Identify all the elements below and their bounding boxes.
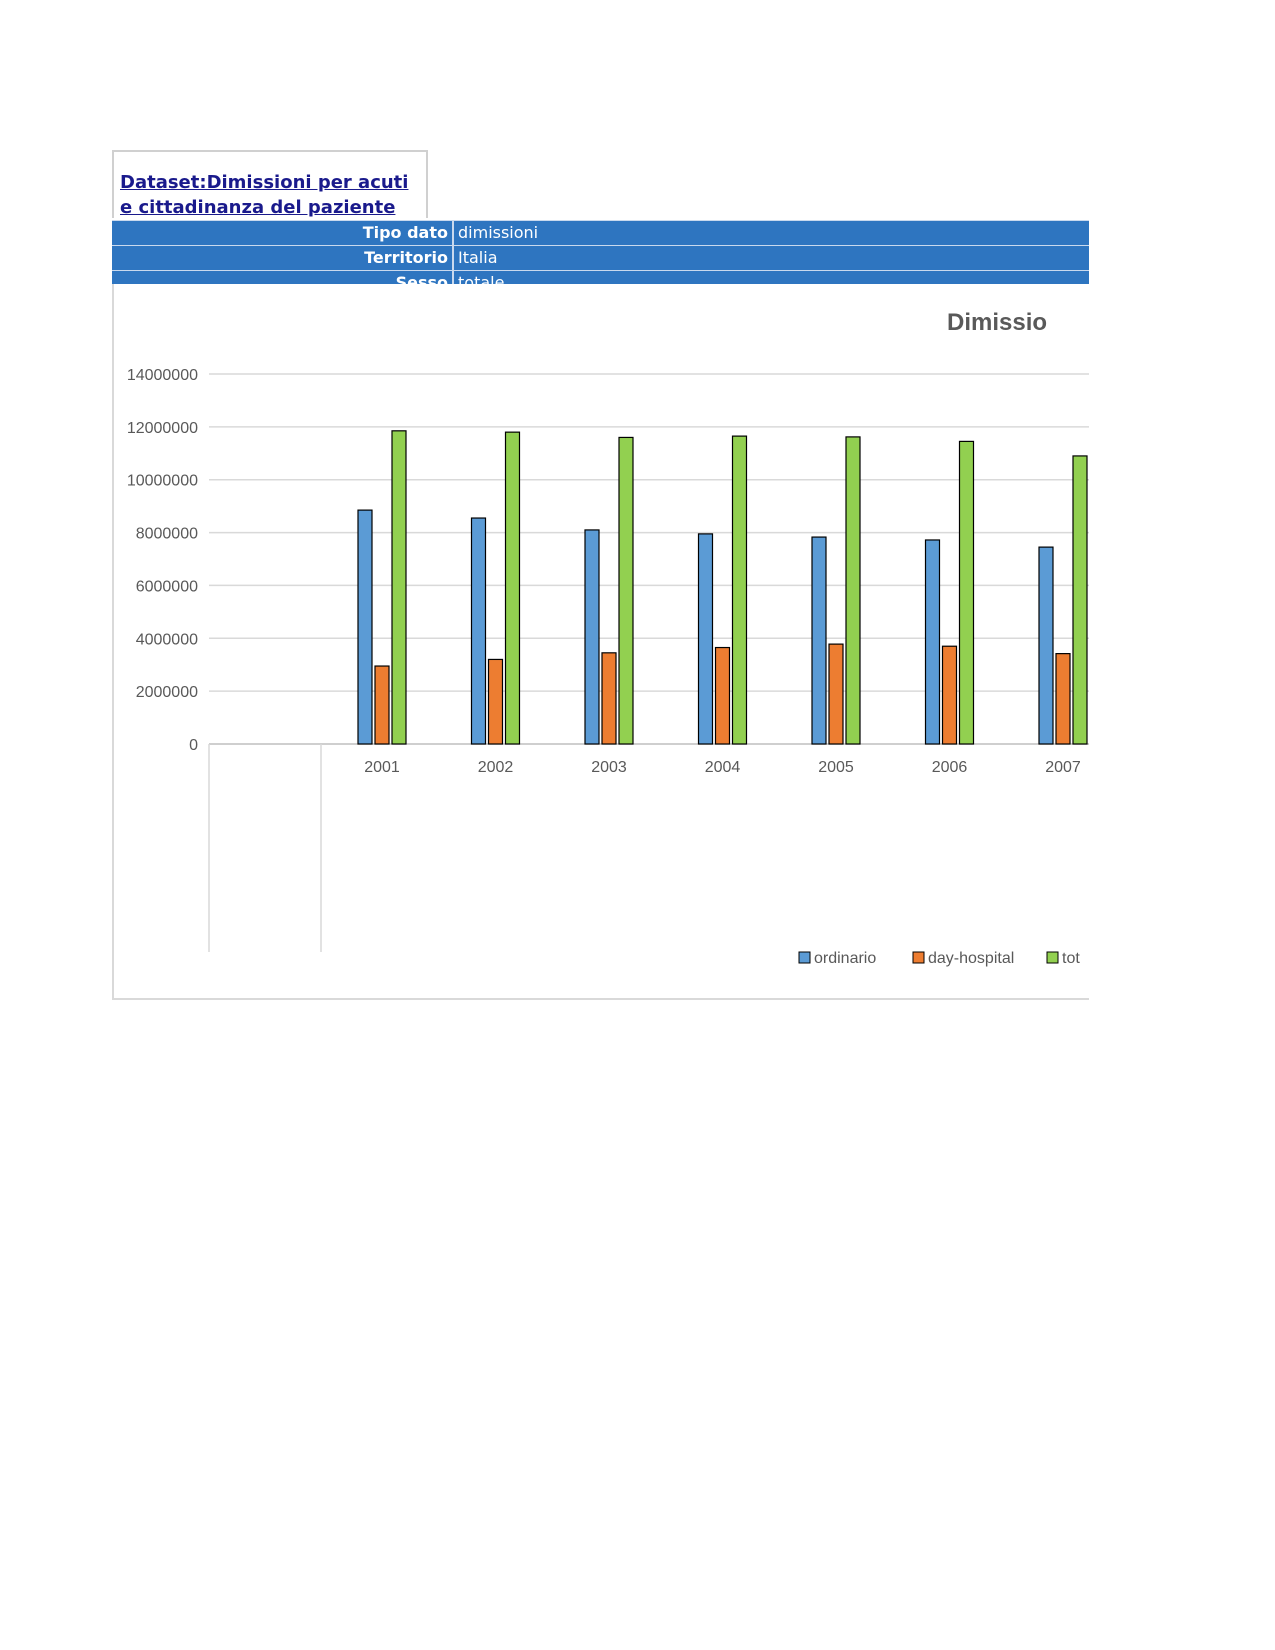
chart-area[interactable]: Dimissio 0 2000000 4000000 6000000 8000000 100…	[112, 284, 1089, 1000]
bar-totale	[504, 431, 521, 745]
bar-ordinario	[584, 529, 600, 745]
filter-value: Italia	[458, 248, 498, 267]
filter-key: Territorio	[112, 246, 454, 270]
bar-dayhospital	[941, 645, 958, 745]
filter-key: Tipo dato	[112, 221, 454, 245]
bar-ordinario	[924, 539, 941, 745]
bar-totale	[845, 436, 861, 745]
legend-swatch	[798, 951, 811, 964]
filter-value: totale	[458, 273, 505, 284]
legend-label: ordinario	[814, 950, 876, 967]
bar-dayhospital	[601, 652, 617, 745]
legend-label: tot	[1062, 950, 1080, 967]
legend-label: day-hospital	[928, 950, 1014, 967]
bar-totale	[958, 440, 975, 745]
y-tick-label: 4000000	[136, 631, 198, 648]
bar-ordinario	[811, 536, 827, 745]
bar-ordinario	[470, 517, 487, 745]
dataset-title-line1[interactable]: Dataset:Dimissioni per acuti	[120, 172, 409, 193]
bar-dayhospital	[1055, 653, 1071, 745]
bar-ordinario	[357, 509, 373, 745]
filter-table: Tipo dato dimissioni Territorio Italia S…	[112, 220, 1089, 284]
y-tick-label: 10000000	[127, 473, 198, 490]
filter-row-sesso: Sesso totale	[112, 270, 1089, 284]
bar-chart: Dimissio 0 2000000 4000000 6000000 8000000 100…	[127, 309, 1089, 967]
dataset-title-line2[interactable]: e cittadinanza del paziente	[120, 197, 396, 218]
filter-row-tipo-dato: Tipo dato dimissioni	[112, 220, 1089, 245]
filter-key: Sesso	[112, 271, 454, 284]
bar-totale	[1072, 455, 1088, 745]
legend-swatch	[1046, 951, 1059, 964]
bar-totale	[618, 436, 634, 745]
bar-dayhospital	[487, 658, 504, 745]
y-tick-label: 0	[189, 737, 198, 754]
y-tick-label: 12000000	[127, 420, 198, 437]
bar-totale	[731, 435, 748, 745]
x-tick-label: 2005	[818, 759, 854, 776]
chart-title: Dimissio	[947, 309, 1047, 336]
x-tick-label: 2006	[932, 759, 968, 776]
x-tick-label: 2007	[1045, 759, 1081, 776]
y-tick-label: 6000000	[136, 578, 198, 595]
x-tick-label: 2004	[705, 759, 741, 776]
bar-totale	[391, 430, 407, 745]
filter-row-territorio: Territorio Italia	[112, 245, 1089, 270]
x-tick-label: 2002	[478, 759, 514, 776]
y-tick-label: 8000000	[136, 526, 198, 543]
y-tick-label: 2000000	[136, 684, 198, 701]
bar-ordinario	[697, 533, 714, 745]
x-tick-label: 2003	[591, 759, 627, 776]
y-tick-label: 14000000	[127, 367, 198, 384]
bar-dayhospital	[714, 646, 731, 745]
legend-swatch	[912, 951, 925, 964]
bar-dayhospital	[374, 665, 390, 745]
x-tick-label: 2001	[364, 759, 400, 776]
filter-value: dimissioni	[458, 223, 539, 242]
bar-dayhospital	[828, 643, 844, 745]
bar-ordinario	[1038, 546, 1054, 745]
dataset-title-box: Dataset:Dimissioni per acuti e cittadina…	[112, 150, 428, 218]
